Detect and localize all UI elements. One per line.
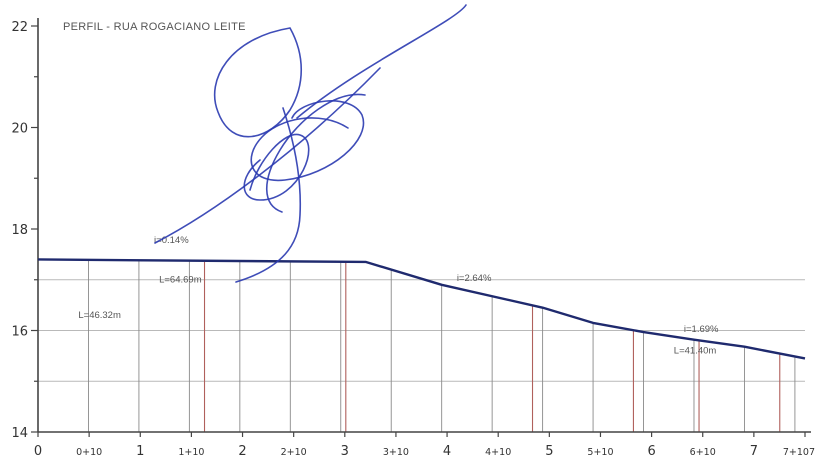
x-tick-label: 1 [136, 444, 144, 459]
x-tick-label: 5 [545, 444, 553, 459]
x-tick-label: 6+10 [690, 447, 716, 458]
segment-label: L=41.40m [674, 345, 717, 356]
x-tick-label: 3+10 [383, 447, 409, 458]
y-tick-label: 18 [11, 223, 28, 238]
segment-label: L=64.69m [159, 274, 202, 285]
x-tick-label: 7+107 [783, 447, 815, 458]
axes: 14 16 18 20 22 0 0+10 1 1+10 2 2+10 3 3+10 4 4+10 5 5+10… [11, 18, 815, 459]
x-tick-label: 2 [238, 444, 246, 459]
profile-line [37, 258, 806, 360]
x-tick-label: 7 [750, 444, 758, 459]
signature-scribble [154, 4, 467, 283]
station-lines [88, 259, 796, 432]
x-tick-label: 2+10 [281, 447, 307, 458]
y-tick-label: 20 [11, 122, 28, 137]
x-tick-label: 5+10 [587, 447, 613, 458]
segment-label: i=1.69% [684, 324, 719, 335]
x-tick-label: 4 [443, 444, 451, 459]
y-tick-label: 14 [11, 426, 28, 441]
segment-labels: i=0.14% L=64.69m i=2.64% L=46.32m i=1.69% L=4… [78, 235, 719, 356]
y-tick-label: 16 [11, 325, 28, 340]
x-tick-label: 1+10 [178, 447, 204, 458]
x-tick-label: 0 [34, 444, 42, 459]
segment-label: L=46.32m [78, 310, 121, 321]
segment-label: i=0.14% [154, 235, 189, 246]
chart-title: PERFIL - RUA ROGACIANO LEITE [63, 21, 246, 33]
profile-series [37, 258, 806, 360]
segment-label: i=2.64% [457, 273, 492, 284]
x-tick-label: 4+10 [485, 447, 511, 458]
x-tick-label: 3 [341, 444, 349, 459]
y-tick-label: 22 [11, 20, 28, 35]
x-tick-label: 0+10 [76, 447, 102, 458]
x-tick-label: 6 [647, 444, 655, 459]
